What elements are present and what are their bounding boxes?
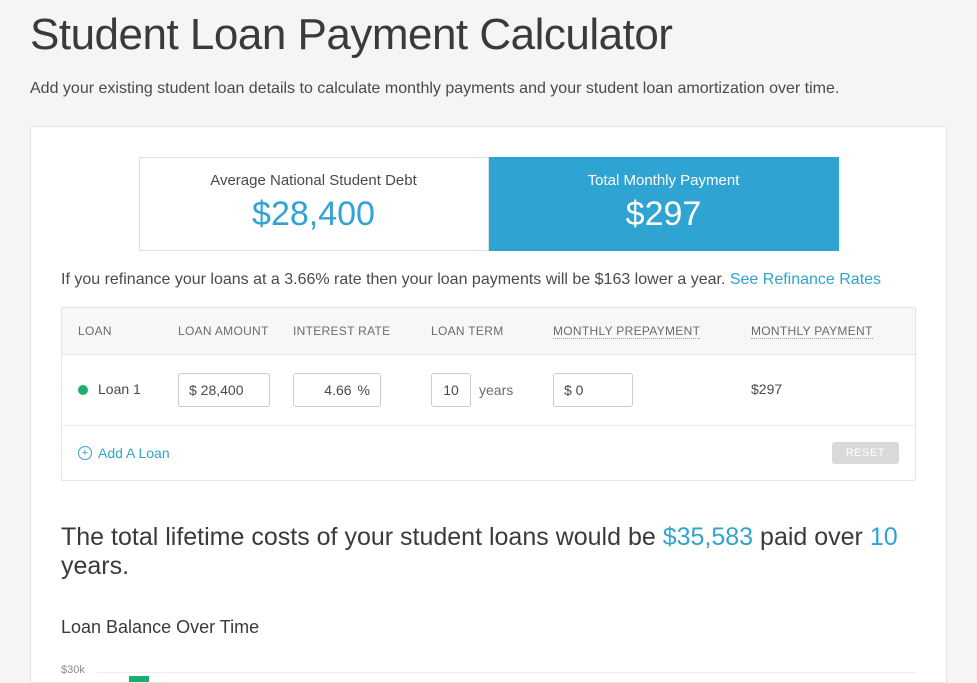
chart-gridline	[97, 672, 916, 673]
monthly-payment-value: $297	[751, 381, 782, 397]
add-loan-button[interactable]: + Add A Loan	[78, 445, 170, 461]
lifetime-cost: $35,583	[663, 523, 753, 551]
refinance-link[interactable]: See Refinance Rates	[730, 271, 881, 288]
th-amount: LOAN AMOUNT	[178, 324, 269, 338]
rate-input[interactable]: 4.66 %	[293, 373, 381, 407]
prepay-input[interactable]: $ 0	[553, 373, 633, 407]
refinance-line: If you refinance your loans at a 3.66% r…	[61, 271, 916, 289]
total-payment-value: $297	[500, 195, 828, 234]
summary-row: Average National Student Debt $28,400 To…	[61, 157, 916, 251]
th-payment: MONTHLY PAYMENT	[751, 324, 873, 339]
total-payment-label: Total Monthly Payment	[500, 172, 828, 189]
lifetime-years: 10	[870, 523, 898, 551]
ytick-top: $30k	[61, 664, 85, 676]
plus-circle-icon: +	[78, 446, 92, 460]
avg-debt-value: $28,400	[150, 195, 478, 234]
th-prepay: MONTHLY PREPAYMENT	[553, 324, 700, 339]
page-subtitle: Add your existing student loan details t…	[30, 80, 947, 98]
chart-bar	[129, 676, 149, 682]
total-payment-box: Total Monthly Payment $297	[489, 157, 839, 251]
page-title: Student Loan Payment Calculator	[30, 10, 947, 60]
th-loan: LOAN	[78, 324, 112, 338]
th-rate: INTEREST RATE	[293, 324, 390, 338]
loans-table: LOAN LOAN AMOUNT INTEREST RATE LOAN TERM…	[61, 307, 916, 481]
table-footer: + Add A Loan RESET	[62, 426, 915, 480]
table-row: Loan 1 $ 28,400 4.66 % 10 years $ 0	[62, 355, 915, 426]
loan-name: Loan 1	[98, 381, 141, 397]
table-header: LOAN LOAN AMOUNT INTEREST RATE LOAN TERM…	[62, 308, 915, 355]
refinance-text: If you refinance your loans at a 3.66% r…	[61, 271, 730, 288]
reset-button[interactable]: RESET	[832, 442, 899, 464]
avg-debt-box: Average National Student Debt $28,400	[139, 157, 489, 251]
lifetime-summary: The total lifetime costs of your student…	[61, 523, 916, 581]
add-loan-label: Add A Loan	[98, 445, 170, 461]
avg-debt-label: Average National Student Debt	[150, 172, 478, 189]
amount-input[interactable]: $ 28,400	[178, 373, 270, 407]
term-unit: years	[479, 382, 513, 398]
loan-color-dot	[78, 385, 88, 395]
th-term: LOAN TERM	[431, 324, 504, 338]
chart-title: Loan Balance Over Time	[61, 617, 916, 638]
calculator-card: Average National Student Debt $28,400 To…	[30, 126, 947, 683]
term-input[interactable]: 10	[431, 373, 471, 407]
